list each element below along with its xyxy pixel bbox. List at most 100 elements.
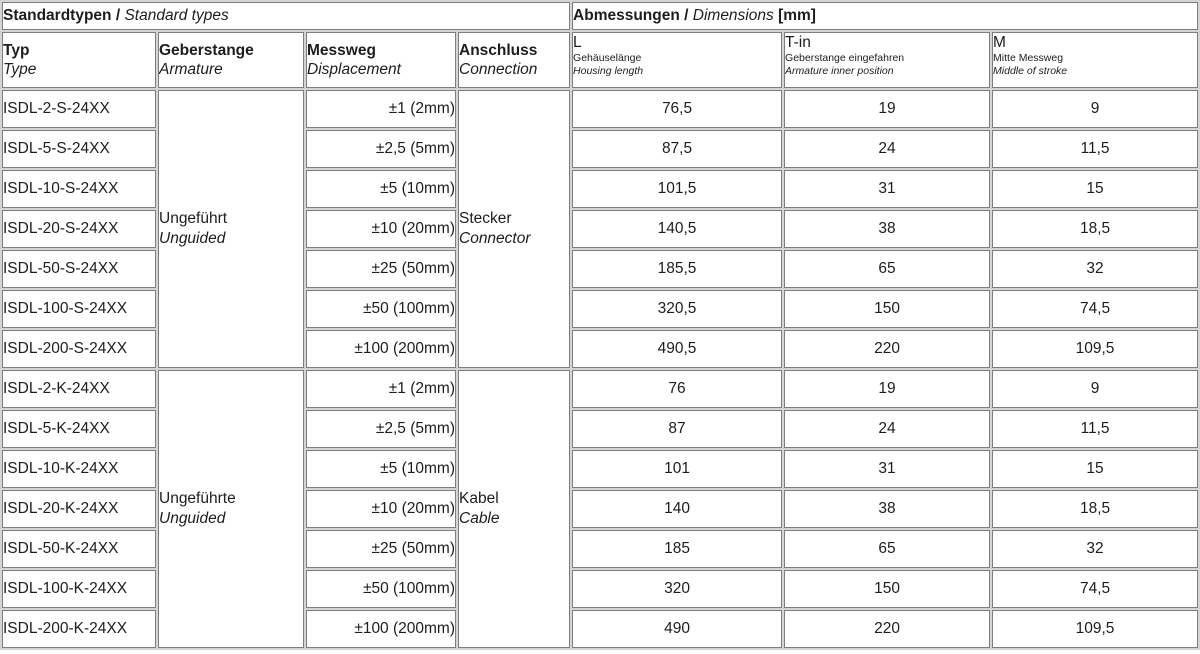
section-title-de: Abmessungen / — [573, 7, 689, 24]
displacement-cell: ±10 (20mm) — [306, 210, 456, 248]
table-row: ISDL-100-K-24XX ±50 (100mm) 320 150 74,5 — [2, 570, 1199, 608]
column-label-de: Geberstange — [159, 42, 254, 59]
type-cell: ISDL-200-S-24XX — [2, 330, 156, 368]
column-label-de: Anschluss — [459, 42, 538, 59]
table-row: ISDL-50-K-24XX ±25 (50mm) 185 65 32 — [2, 530, 1199, 568]
dim-L-cell: 320,5 — [572, 290, 783, 328]
section-title-unit: [mm] — [778, 7, 816, 24]
dim-L-cell: 87,5 — [572, 130, 783, 168]
section-header-standard-types: Standardtypen / Standard types — [2, 2, 571, 30]
type-cell: ISDL-10-K-24XX — [2, 450, 156, 488]
dim-Tin-cell: 19 — [784, 370, 991, 408]
armature-de: Ungeführt — [159, 210, 228, 227]
displacement-cell: ±50 (100mm) — [306, 570, 456, 608]
dim-Tin-cell: 38 — [784, 210, 991, 248]
dim-Tin-cell: 150 — [784, 570, 991, 608]
dim-L-cell: 185 — [572, 530, 783, 568]
dim-Tin-cell: 65 — [784, 530, 991, 568]
section-header-row: Standardtypen / Standard types Abmessung… — [2, 2, 1199, 30]
displacement-cell: ±2,5 (5mm) — [306, 410, 456, 448]
dim-L-cell: 76,5 — [572, 90, 783, 128]
dim-label-de: Mitte Messweg — [993, 52, 1064, 64]
connection-de: Kabel — [459, 490, 499, 507]
table-row: ISDL-10-S-24XX ±5 (10mm) 101,5 31 15 — [2, 170, 1199, 208]
column-label-en: Connection — [459, 61, 538, 78]
type-cell: ISDL-50-K-24XX — [2, 530, 156, 568]
dim-L-cell: 185,5 — [572, 250, 783, 288]
dim-L-cell: 87 — [572, 410, 783, 448]
table-row: ISDL-2-S-24XX Ungeführt Unguided ±1 (2mm)… — [2, 90, 1199, 368]
column-header-middle-of-stroke: M Mitte Messweg Middle of stroke — [992, 32, 1199, 88]
dim-M-cell: 9 — [992, 370, 1199, 408]
displacement-cell: ±10 (20mm) — [306, 490, 456, 528]
table-row: ISDL-5-S-24XX ±2,5 (5mm) 87,5 24 11,5 — [2, 130, 1199, 168]
type-cell: ISDL-200-K-24XX — [2, 610, 156, 648]
dim-Tin-cell: 31 — [784, 450, 991, 488]
column-header-displacement: Messweg Displacement — [306, 32, 456, 88]
dim-Tin-cell: 31 — [784, 170, 991, 208]
dim-label-de: Geberstange eingefahren — [785, 52, 905, 64]
dim-L-cell: 490,5 — [572, 330, 783, 368]
displacement-cell: ±25 (50mm) — [306, 530, 456, 568]
armature-en: Unguided — [159, 510, 226, 527]
dim-M-cell: 15 — [992, 450, 1199, 488]
displacement-cell: ±100 (200mm) — [306, 610, 456, 648]
dim-symbol: M — [993, 34, 1006, 51]
type-cell: ISDL-20-K-24XX — [2, 490, 156, 528]
dim-Tin-cell: 19 — [784, 90, 991, 128]
section-header-dimensions: Abmessungen / Dimensions [mm] — [572, 2, 1199, 30]
dim-label-de: Gehäuselänge — [573, 52, 642, 64]
displacement-cell: ±100 (200mm) — [306, 330, 456, 368]
connection-en: Cable — [459, 510, 500, 527]
column-label-en: Displacement — [307, 61, 401, 78]
dim-symbol: L — [573, 34, 582, 51]
dim-M-cell: 11,5 — [992, 410, 1199, 448]
table-row: ISDL-200-K-24XX ±100 (200mm) 490 220 109… — [2, 610, 1199, 648]
displacement-cell: ±2,5 (5mm) — [306, 130, 456, 168]
group-cable: ISDL-2-K-24XX Ungeführte Unguided ±1 (2mm… — [2, 370, 1199, 648]
type-cell: ISDL-10-S-24XX — [2, 170, 156, 208]
displacement-cell: ±1 (2mm) — [306, 370, 456, 408]
column-header-armature-inner-position: T-in Geberstange eingefahren Armature inne… — [784, 32, 991, 88]
table-row: ISDL-200-S-24XX ±100 (200mm) 490,5 220 1… — [2, 330, 1199, 368]
section-title-en: Standard types — [124, 7, 229, 24]
column-label-de: Messweg — [307, 42, 376, 59]
dim-Tin-cell: 24 — [784, 130, 991, 168]
group-connector: ISDL-2-S-24XX Ungeführt Unguided ±1 (2mm)… — [2, 90, 1199, 368]
dim-label-en: Housing length — [573, 65, 644, 77]
table-row: ISDL-20-K-24XX ±10 (20mm) 140 38 18,5 — [2, 490, 1199, 528]
displacement-cell: ±50 (100mm) — [306, 290, 456, 328]
dim-M-cell: 32 — [992, 530, 1199, 568]
dim-L-cell: 101,5 — [572, 170, 783, 208]
column-label-en: Armature — [159, 61, 223, 78]
column-header-row: Typ Type Geberstange Armature Messweg Displ… — [2, 32, 1199, 88]
type-cell: ISDL-20-S-24XX — [2, 210, 156, 248]
type-cell: ISDL-2-S-24XX — [2, 90, 156, 128]
dim-L-cell: 140 — [572, 490, 783, 528]
table-row: ISDL-20-S-24XX ±10 (20mm) 140,5 38 18,5 — [2, 210, 1199, 248]
table-row: ISDL-2-K-24XX Ungeführte Unguided ±1 (2mm… — [2, 370, 1199, 648]
table-row: ISDL-50-S-24XX ±25 (50mm) 185,5 65 32 — [2, 250, 1199, 288]
section-title-de: Standardtypen / — [3, 7, 121, 24]
dim-M-cell: 74,5 — [992, 570, 1199, 608]
dim-Tin-cell: 150 — [784, 290, 991, 328]
type-cell: ISDL-100-K-24XX — [2, 570, 156, 608]
dim-Tin-cell: 24 — [784, 410, 991, 448]
type-cell: ISDL-5-S-24XX — [2, 130, 156, 168]
connection-en: Connector — [459, 230, 531, 247]
armature-en: Unguided — [159, 230, 226, 247]
dim-M-cell: 9 — [992, 90, 1199, 128]
displacement-cell: ±25 (50mm) — [306, 250, 456, 288]
dim-symbol: T-in — [785, 34, 811, 51]
dim-L-cell: 490 — [572, 610, 783, 648]
dim-L-cell: 320 — [572, 570, 783, 608]
connection-de: Stecker — [459, 210, 512, 227]
dim-M-cell: 18,5 — [992, 490, 1199, 528]
dim-Tin-cell: 220 — [784, 610, 991, 648]
armature-de: Ungeführte — [159, 490, 236, 507]
dim-M-cell: 18,5 — [992, 210, 1199, 248]
dim-Tin-cell: 220 — [784, 330, 991, 368]
connection-merged-cell: Kabel Cable — [458, 370, 571, 648]
column-label-de: Typ — [3, 42, 30, 59]
